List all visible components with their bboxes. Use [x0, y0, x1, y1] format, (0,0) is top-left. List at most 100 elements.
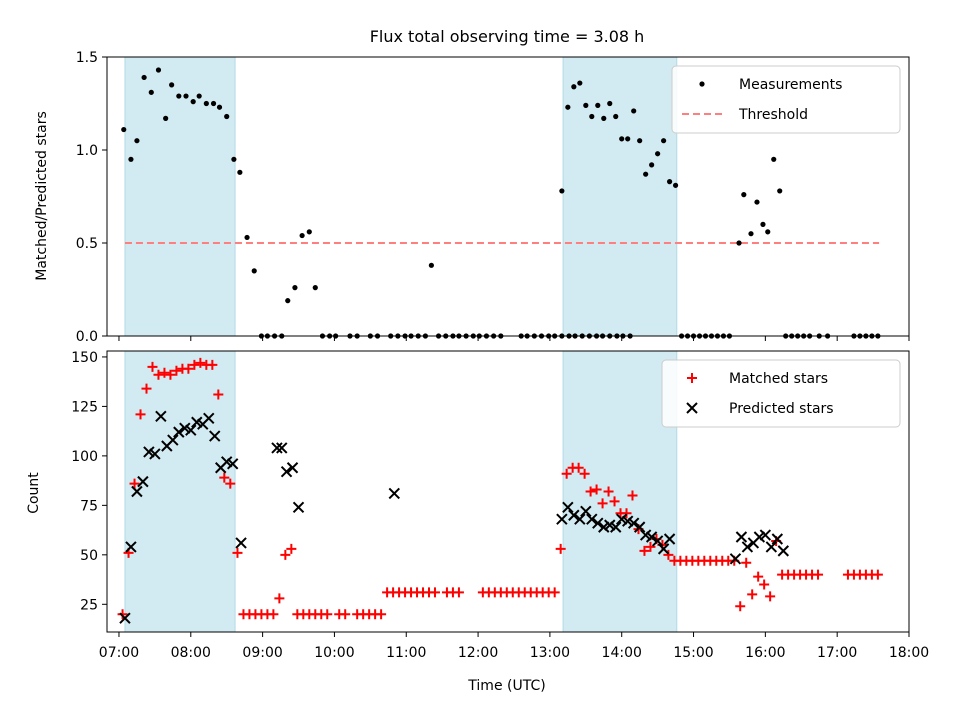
top-ylabel: Matched/Predicted stars — [34, 111, 50, 281]
measurement-point — [183, 93, 189, 99]
x-tick-label: 12:00 — [458, 645, 498, 661]
predicted-star-point — [633, 521, 646, 533]
matched-star-point — [549, 587, 560, 598]
x-tick-label: 11:00 — [386, 645, 426, 661]
matched-star-point — [872, 569, 883, 580]
measurement-point — [571, 84, 577, 90]
matched-star-point — [376, 609, 387, 620]
predicted-star-point — [137, 475, 149, 488]
measurement-point — [619, 136, 625, 142]
measurement-point — [428, 262, 434, 268]
predicted-star-point — [610, 521, 622, 533]
measurement-point — [649, 162, 655, 168]
measurement-point — [607, 100, 613, 107]
matched-star-point — [603, 486, 614, 497]
legend-matched-marker — [687, 373, 697, 383]
measurement-point — [666, 179, 673, 185]
matched-star-point — [117, 609, 128, 620]
top-panel: 0.0 0.5 1.0 1.5 Measurements Threshold — [76, 50, 910, 345]
legend — [661, 359, 901, 428]
matched-star-point — [663, 549, 674, 560]
predicted-star-point — [226, 458, 239, 470]
matched-star-point — [153, 369, 164, 380]
matched-star-point — [813, 569, 824, 580]
matched-star-point — [225, 478, 236, 489]
matched-star-point — [219, 472, 230, 483]
measurement-point — [748, 231, 754, 237]
measurement-point — [251, 268, 257, 274]
matched-star-point — [753, 571, 764, 582]
y-tick-label: 150 — [71, 350, 98, 366]
x-tick-label: 07:00 — [99, 645, 139, 661]
measurement-point — [141, 74, 147, 81]
matched-star-point — [274, 593, 285, 604]
measurement-point — [155, 67, 162, 73]
measurement-point — [224, 113, 230, 120]
matched-star-point — [232, 547, 243, 558]
matched-star-point — [627, 490, 638, 501]
predicted-star-point — [592, 517, 604, 529]
bottom-ylabel: Count — [26, 472, 42, 514]
predicted-star-point — [173, 426, 185, 438]
predicted-star-point — [235, 537, 247, 549]
measurement-point — [237, 169, 243, 175]
matched-star-point — [340, 609, 351, 620]
measurement-point — [559, 188, 565, 194]
matched-star-point — [183, 363, 194, 374]
measurement-point — [163, 115, 169, 121]
measurement-point — [661, 138, 667, 144]
measurement-point — [637, 138, 643, 144]
matched-star-point — [747, 589, 758, 600]
matched-star-point — [147, 361, 158, 372]
y-tick-label: 1.0 — [76, 143, 98, 159]
x-tick-label: 08:00 — [171, 645, 211, 661]
predicted-star-point — [777, 545, 790, 557]
predicted-star-point — [627, 517, 640, 529]
predicted-star-point — [651, 535, 664, 547]
shaded-interval — [562, 56, 678, 337]
predicted-star-point — [556, 513, 568, 525]
predicted-star-point — [155, 410, 167, 423]
predicted-star-point — [663, 533, 676, 545]
legend-label: Threshold — [738, 107, 808, 123]
legend-label: Measurements — [739, 77, 842, 93]
matched-star-point — [453, 587, 464, 598]
y-tick-label: 75 — [80, 498, 98, 514]
predicted-star-point — [286, 462, 299, 474]
x-tick-label: 18:00 — [889, 645, 929, 661]
bottom-panel: 25 50 75 100 125 150 07:00 08:00 09:00 10:00 11:00… — [71, 350, 929, 661]
measurement-point — [583, 102, 589, 108]
legend-label: Predicted stars — [729, 401, 834, 417]
measurement-point — [631, 108, 637, 114]
predicted-star-point — [562, 501, 574, 514]
matched-star-point — [585, 486, 596, 497]
matched-star-point — [129, 478, 140, 489]
x-tick-label: 16:00 — [745, 645, 785, 661]
measurement-point — [595, 102, 601, 108]
measurement-point — [760, 221, 766, 227]
measurement-point — [577, 80, 583, 86]
predicted-star-point — [657, 543, 670, 555]
legend-measurements-marker — [699, 81, 705, 87]
measurement-point — [190, 99, 196, 105]
predicted-star-point — [388, 487, 400, 500]
matched-star-point — [286, 543, 297, 554]
predicted-star-point — [276, 442, 288, 454]
x-tick-label: 13:00 — [530, 645, 570, 661]
predicted-star-point — [574, 513, 586, 525]
measurement-point — [777, 188, 783, 194]
matched-star-point — [639, 545, 650, 556]
measurement-point — [589, 113, 595, 120]
predicted-star-point — [580, 505, 592, 517]
measurement-point — [244, 234, 250, 241]
measurement-point — [625, 136, 631, 142]
predicted-star-point — [271, 442, 283, 454]
y-tick-label: 125 — [71, 399, 98, 415]
matched-star-point — [159, 367, 170, 378]
measurement-point — [736, 240, 742, 246]
matched-star-point — [213, 389, 224, 400]
matched-star-point — [171, 365, 182, 376]
measurement-point — [565, 104, 571, 110]
matched-star-point — [429, 587, 440, 598]
predicted-star-point — [645, 531, 658, 543]
